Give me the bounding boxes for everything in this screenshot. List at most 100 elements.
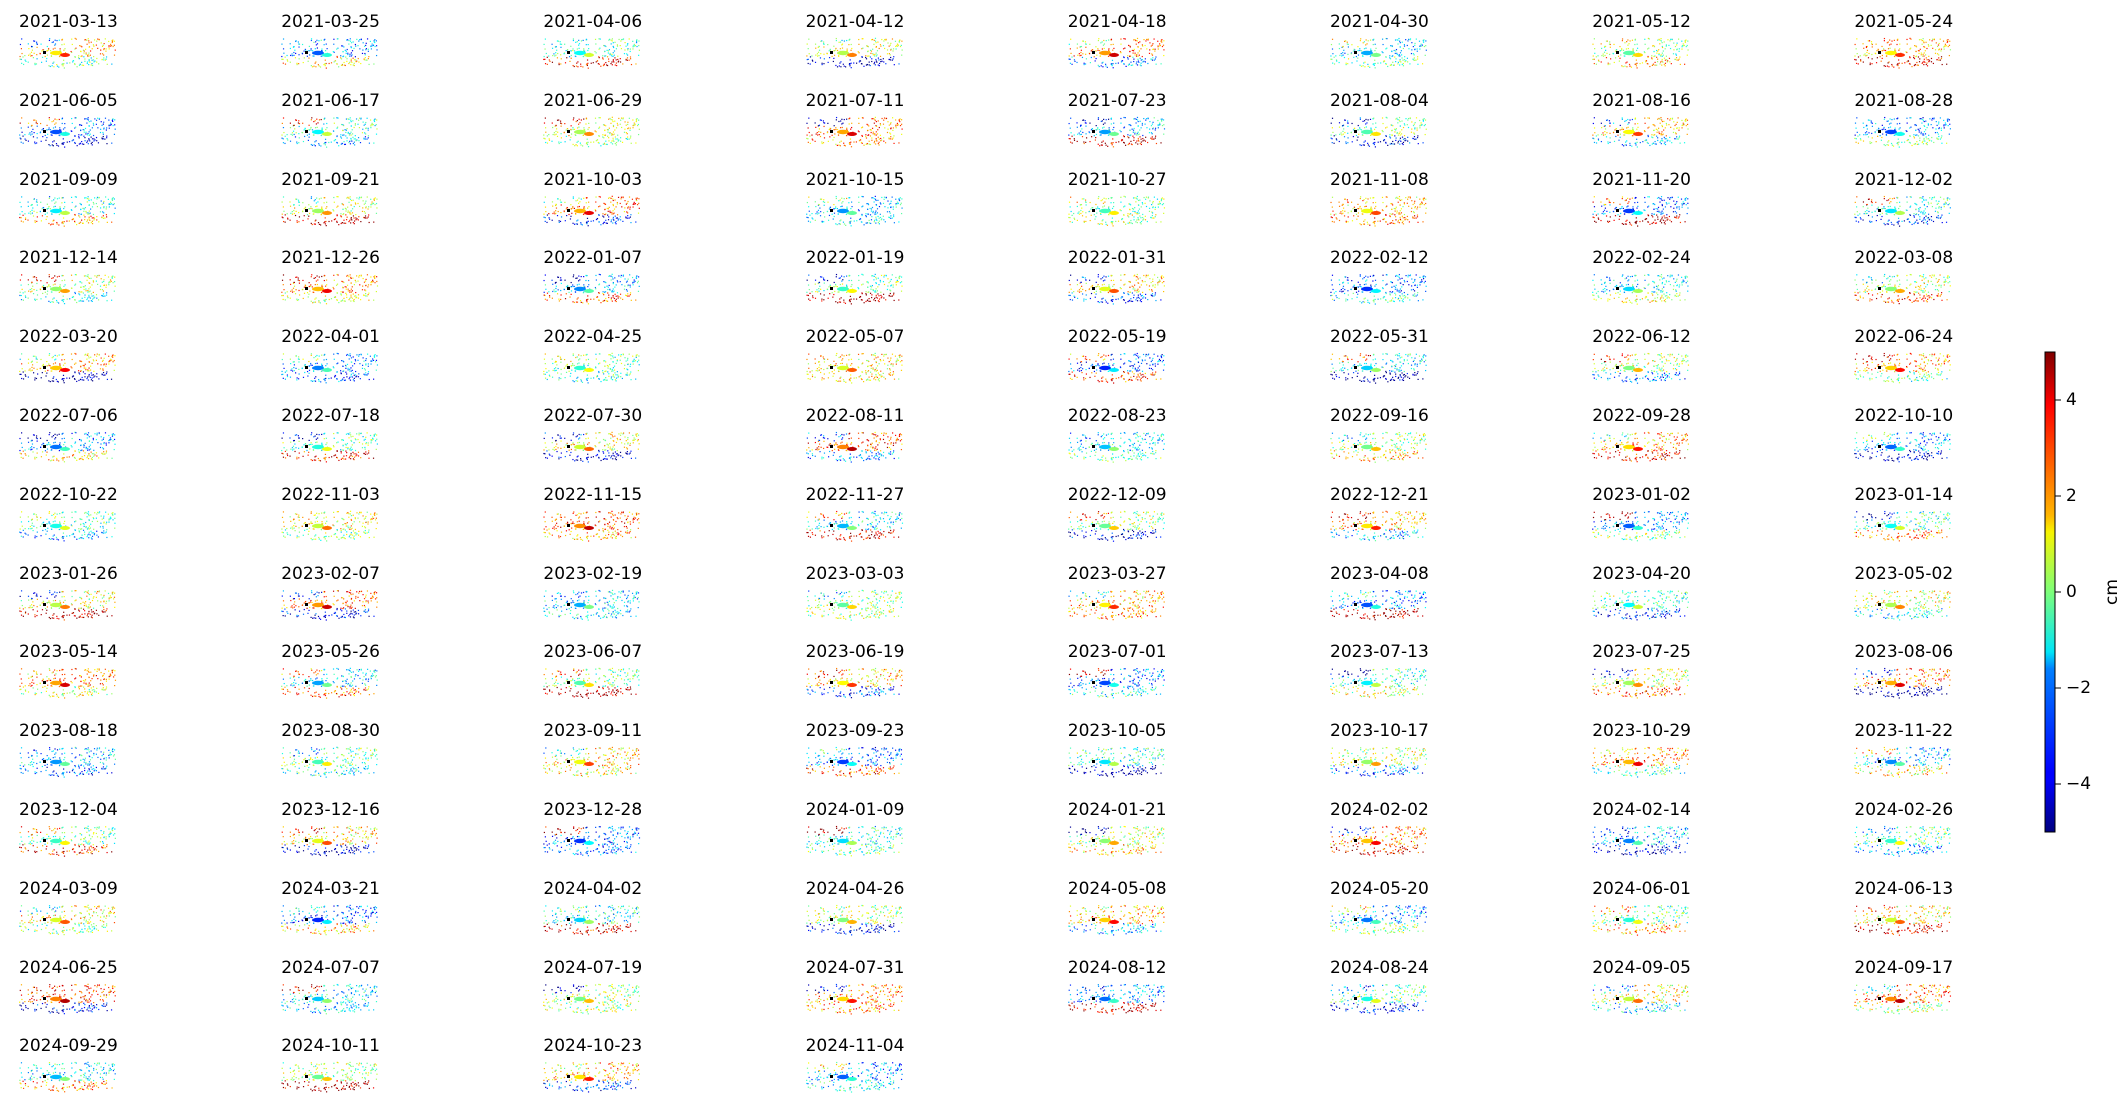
displacement-point xyxy=(828,214,829,215)
displacement-point xyxy=(628,48,629,49)
displacement-point xyxy=(343,51,344,52)
displacement-point xyxy=(599,196,600,197)
displacement-point xyxy=(1136,119,1137,120)
displacement-point xyxy=(620,58,621,59)
displacement-point xyxy=(1947,120,1948,121)
displacement-point xyxy=(892,127,893,128)
displacement-point xyxy=(1385,56,1386,57)
displacement-point xyxy=(92,144,93,145)
displacement-point xyxy=(882,215,883,216)
displacement-point xyxy=(578,45,579,46)
displacement-point xyxy=(549,213,550,214)
displacement-point xyxy=(1072,221,1073,222)
displacement-point xyxy=(1085,41,1086,42)
displacement-point xyxy=(1100,213,1101,214)
displacement-point xyxy=(324,143,325,144)
displacement-point xyxy=(633,206,634,207)
displacement-point xyxy=(1135,122,1136,123)
displacement-point xyxy=(1923,38,1924,39)
displacement-point xyxy=(1373,44,1374,45)
displacement-point xyxy=(555,210,556,211)
displacement-point xyxy=(1926,57,1927,58)
displacement-point xyxy=(583,56,584,57)
displacement-point xyxy=(1375,63,1376,64)
displacement-point xyxy=(1347,142,1348,143)
displacement-point xyxy=(1653,45,1654,46)
displacement-point xyxy=(94,197,95,198)
displacement-point xyxy=(1644,117,1645,118)
displacement-point xyxy=(89,216,90,217)
displacement-point xyxy=(343,46,344,47)
displacement-point xyxy=(103,212,104,213)
displacement-point xyxy=(55,205,56,206)
displacement-point xyxy=(559,64,560,65)
displacement-point xyxy=(359,39,360,40)
displacement-point xyxy=(31,52,32,53)
displacement-point xyxy=(32,129,33,130)
displacement-point xyxy=(93,124,94,125)
displacement-point xyxy=(584,118,585,119)
displacement-point xyxy=(46,137,47,138)
displacement-point xyxy=(878,142,879,143)
displacement-point xyxy=(1426,50,1427,51)
displacement-point xyxy=(1415,60,1416,61)
displacement-point xyxy=(295,215,296,216)
displacement-point xyxy=(1607,53,1608,54)
displacement-point xyxy=(1948,39,1949,40)
displacement-point xyxy=(1872,126,1873,127)
displacement-point xyxy=(1416,39,1417,40)
displacement-point xyxy=(89,204,90,205)
displacement-point xyxy=(1129,45,1130,46)
displacement-point xyxy=(1931,45,1932,46)
displacement-point xyxy=(1624,134,1625,135)
displacement-panel: 2021-06-29 xyxy=(543,91,803,169)
displacement-point xyxy=(80,143,81,144)
displacement-point xyxy=(53,41,54,42)
displacement-point xyxy=(824,216,825,217)
displacement-point xyxy=(294,55,295,56)
displacement-point xyxy=(87,118,88,119)
displacement-point xyxy=(600,117,601,118)
displacement-point xyxy=(573,40,574,41)
displacement-point xyxy=(633,119,634,120)
displacement-point xyxy=(624,53,625,54)
displacement-point xyxy=(878,138,879,139)
displacement-point xyxy=(61,64,62,65)
displacement-point xyxy=(840,42,841,43)
displacement-point xyxy=(1414,133,1415,134)
displacement-point xyxy=(89,219,90,220)
displacement-point xyxy=(311,38,312,39)
displacement-point xyxy=(1666,138,1667,139)
displacement-point xyxy=(1907,140,1908,141)
displacement-point xyxy=(595,117,596,118)
displacement-point xyxy=(325,217,326,218)
displacement-point xyxy=(37,133,38,134)
displacement-point xyxy=(1938,133,1939,134)
displacement-point xyxy=(293,46,294,47)
displacement-point xyxy=(586,44,587,45)
displacement-point xyxy=(31,209,32,210)
displacement-point xyxy=(1105,198,1106,199)
displacement-point xyxy=(1669,58,1670,59)
displacement-point xyxy=(353,143,354,144)
displacement-point xyxy=(1138,61,1139,62)
displacement-point xyxy=(59,56,60,57)
displacement-point xyxy=(368,58,369,59)
displacement-point xyxy=(1138,199,1139,200)
displacement-point xyxy=(1159,203,1160,204)
displacement-point xyxy=(1370,49,1371,50)
displacement-point xyxy=(889,54,890,55)
displacement-point xyxy=(1909,142,1910,143)
displacement-point xyxy=(878,206,879,207)
displacement-point xyxy=(49,196,50,197)
displacement-point xyxy=(106,135,107,136)
displacement-point xyxy=(1394,65,1395,66)
displacement-panel: 2021-08-28 xyxy=(1854,91,2114,169)
displacement-point xyxy=(1673,132,1674,133)
displacement-point xyxy=(1078,211,1079,212)
displacement-point xyxy=(52,144,53,145)
displacement-point xyxy=(599,221,600,222)
displacement-point xyxy=(850,217,851,218)
displacement-point xyxy=(341,143,342,144)
displacement-point xyxy=(364,132,365,133)
